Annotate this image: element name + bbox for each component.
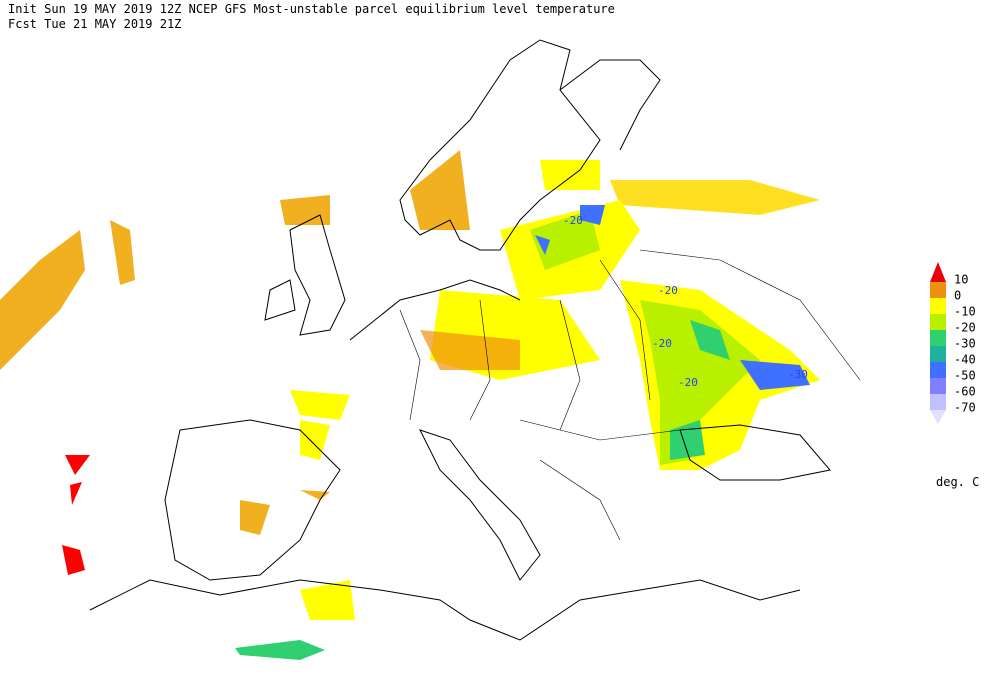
- legend-label: -70: [954, 401, 976, 415]
- africa-coast: [89, 579, 801, 641]
- coastlines: [89, 39, 831, 641]
- kola: [559, 59, 661, 151]
- borders: [399, 249, 861, 541]
- legend-label: 10: [954, 273, 968, 287]
- legend-label: -40: [954, 353, 976, 367]
- legend-label: -20: [954, 321, 976, 335]
- shade: [640, 300, 760, 465]
- black-sea: [679, 424, 831, 481]
- legend: 10 0 -10 -20 -30 -40 -50 -60 -70 deg. C: [930, 262, 979, 489]
- legend-swatch: [930, 282, 946, 298]
- north-coast: [349, 279, 521, 341]
- italy: [419, 429, 541, 581]
- legend-label: 0: [954, 289, 961, 303]
- shade: [670, 320, 730, 460]
- legend-unit: deg. C: [936, 475, 979, 489]
- legend-swatch: [930, 378, 946, 394]
- shade: [420, 330, 520, 370]
- header-line-1: Init Sun 19 MAY 2019 12Z NCEP GFS Most-u…: [8, 2, 615, 16]
- legend-label: -10: [954, 305, 976, 319]
- legend-swatch: [930, 346, 946, 362]
- legend-swatch: [930, 362, 946, 378]
- contour-label: -20: [658, 284, 678, 297]
- legend-swatch: [930, 314, 946, 330]
- shade: [535, 205, 810, 390]
- legend-swatch: [930, 410, 946, 424]
- scandinavia: [399, 39, 601, 251]
- legend-swatch: [930, 330, 946, 346]
- shaded-areas: [0, 150, 820, 660]
- legend-label: -50: [954, 369, 976, 383]
- shade: [290, 390, 350, 460]
- legend-swatch: [930, 394, 946, 410]
- border-lines: [399, 249, 861, 541]
- contour-label: -20: [678, 376, 698, 389]
- shade: [280, 195, 330, 225]
- shade: [235, 640, 325, 660]
- contour-label: -20: [652, 337, 672, 350]
- legend-swatch: [930, 262, 946, 282]
- header-line-2: Fcst Tue 21 MAY 2019 21Z: [8, 17, 181, 31]
- iberia: [164, 419, 341, 581]
- legend-label: -30: [954, 337, 976, 351]
- shade: [410, 150, 470, 230]
- shade: [240, 490, 330, 535]
- british-isles: [264, 214, 346, 336]
- contour-label: -30: [788, 368, 808, 381]
- shade: [610, 180, 820, 215]
- shade-red: [62, 455, 90, 575]
- shade: [540, 160, 600, 190]
- legend-swatch: [930, 298, 946, 314]
- shade-atlantic: [110, 220, 135, 285]
- shade: [300, 580, 355, 620]
- legend-label: -60: [954, 385, 976, 399]
- shade-atlantic: [0, 230, 85, 370]
- contour-labels: -20 -20 -20 -20 -30: [563, 214, 808, 389]
- contour-label: -20: [563, 214, 583, 227]
- shade: [530, 210, 600, 270]
